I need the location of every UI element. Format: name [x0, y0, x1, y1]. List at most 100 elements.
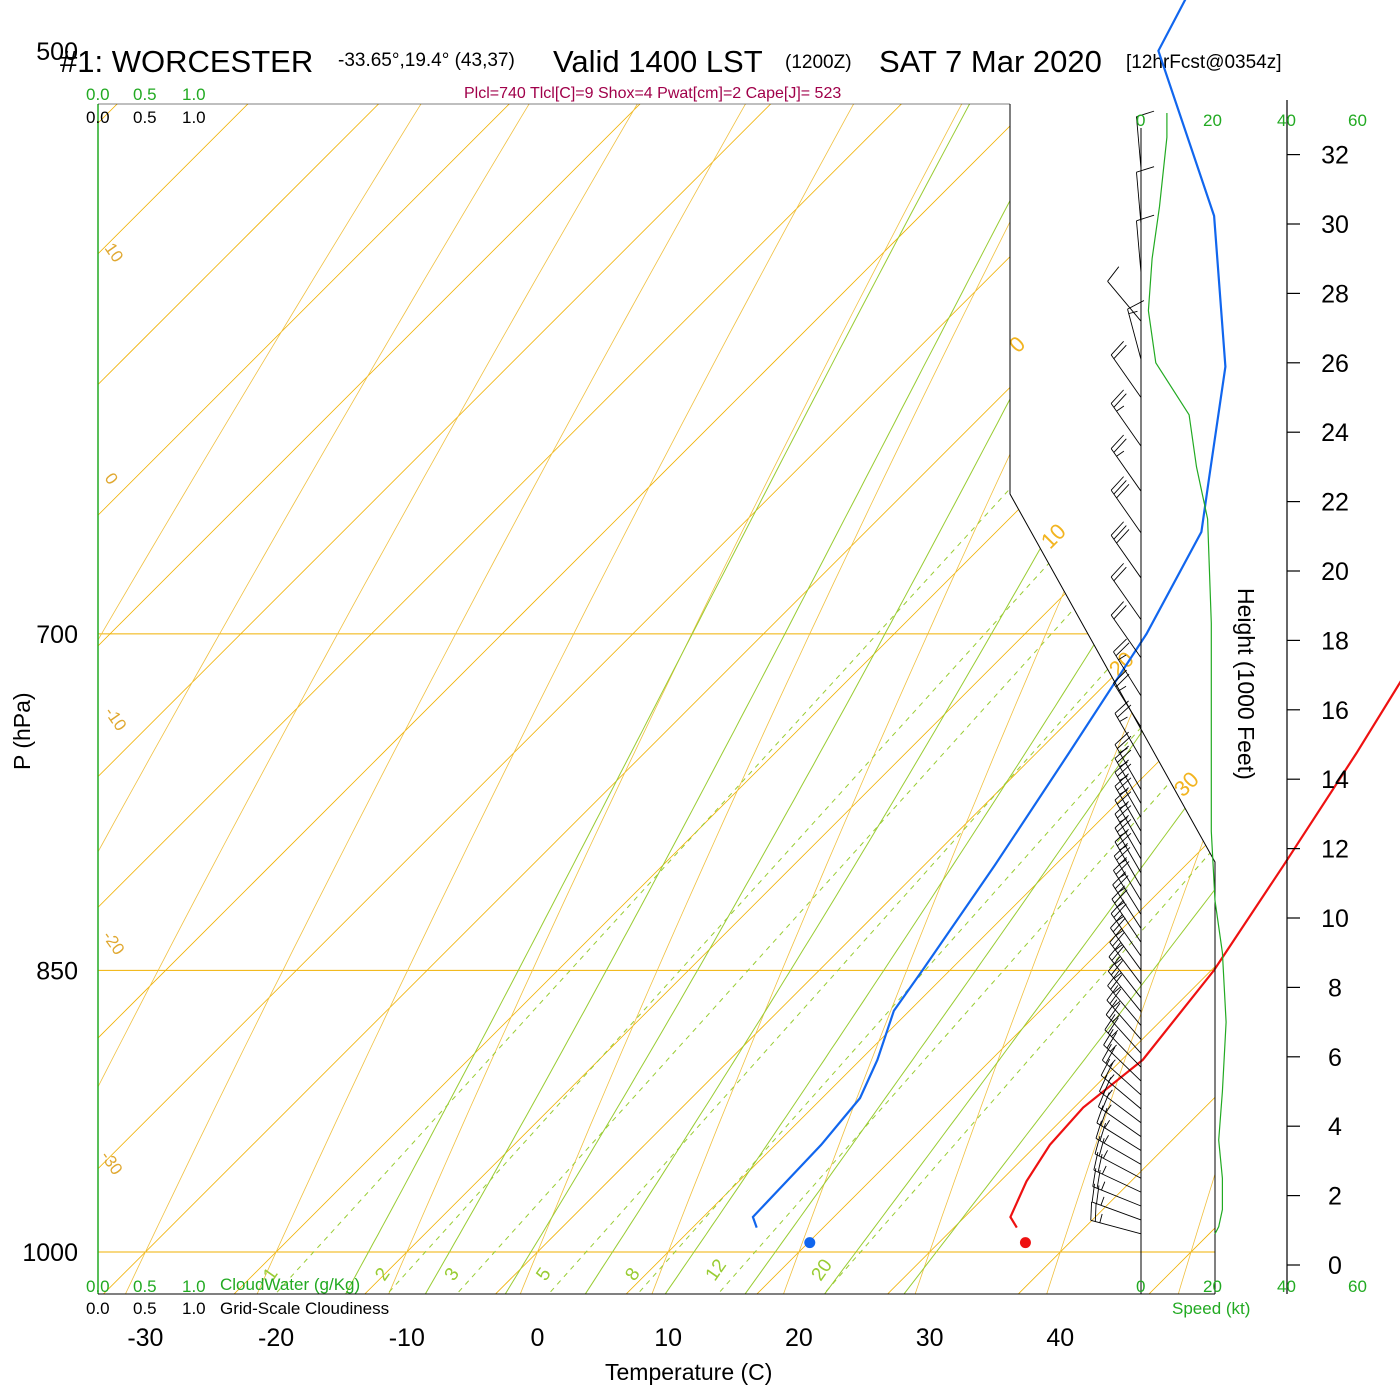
speed-tick-top-3: 60: [1348, 111, 1367, 130]
isotherm-line: [98, 104, 1215, 1294]
height-tick-label: 0: [1328, 1252, 1342, 1280]
wind-barb-half-flag: [1108, 1059, 1116, 1067]
wind-barb: [1114, 731, 1142, 790]
wind-barb-flag: [1117, 832, 1132, 847]
pressure-tick-label: 700: [36, 621, 78, 649]
moist-adiabat-line: [478, 104, 1215, 1294]
valid-time: Valid 1400 LST: [553, 44, 763, 79]
wind-barb-flag: [1117, 704, 1132, 718]
wind-barb-half-flag: [1099, 1213, 1103, 1223]
wind-barb-staff: [1114, 785, 1142, 832]
wind-barb-staff: [1096, 1122, 1142, 1151]
wind-barb-half-flag: [1118, 654, 1127, 661]
wind-barb-flag: [1113, 438, 1127, 453]
wind-barb-flag: [1100, 1058, 1111, 1076]
temperature-tick-label: 40: [1046, 1324, 1074, 1352]
wind-barb-flag: [1099, 1122, 1106, 1141]
wind-barb-half-flag: [1119, 761, 1128, 767]
temperature-trace: [1009, 680, 1400, 1229]
wind-barb-flag: [1113, 669, 1127, 684]
wind-barb-half-flag: [1110, 1044, 1117, 1052]
wind-barb-staff: [1114, 758, 1142, 804]
wind-barb: [1096, 1105, 1142, 1151]
wind-barb-staff: [1107, 281, 1142, 322]
height-tick-label: 18: [1321, 627, 1349, 655]
valid-date: SAT 7 Mar 2020: [879, 44, 1102, 79]
wind-barb-staff: [1109, 942, 1142, 985]
cloudiness-label: Grid-Scale Cloudiness: [220, 1299, 389, 1318]
temperature-tick-label: 20: [785, 1324, 813, 1352]
wind-barb: [1114, 759, 1142, 818]
sounding-indices: Plcl=740 Tlcl[C]=9 Shox=4 Pwat[cm]=2 Cap…: [464, 85, 841, 102]
wind-barb-half-flag: [1115, 929, 1124, 936]
wind-barb-flag: [1114, 787, 1129, 801]
dewpoint-trace: [751, 0, 1227, 1228]
isotherm-line: [583, 104, 1215, 1294]
isotherm-line: [98, 104, 1215, 1294]
height-tick-label: 22: [1321, 489, 1349, 517]
isotherm-line: [1237, 0, 1400, 1337]
surface-dewpoint-dot: [804, 1237, 816, 1249]
wind-barb-flag: [1110, 563, 1124, 578]
wind-barb-flag: [1096, 1105, 1104, 1124]
height-tick-label: 2: [1328, 1183, 1342, 1211]
wind-barb-staff: [1110, 403, 1142, 447]
dry-adiabat-line: [105, 104, 1215, 1294]
wind-barb-half-flag: [1119, 844, 1128, 851]
wind-barb-flag: [1114, 745, 1129, 759]
wind-barb-staff: [1092, 1186, 1142, 1207]
isotherm-line: [452, 104, 1215, 1294]
wind-barb-flag: [1113, 605, 1127, 620]
speed-tick-top-2: 40: [1277, 111, 1296, 130]
wind-barb-staff: [1113, 682, 1142, 728]
wind-barb-flag: [1094, 1135, 1101, 1154]
dry-adiabat-line: [237, 104, 1215, 1294]
wind-barb-staff: [1114, 799, 1142, 846]
wind-barb-flag: [1117, 777, 1132, 791]
mixing-ratio-label: 5: [532, 1264, 555, 1285]
wind-barb-flag: [1114, 828, 1129, 843]
wind-barb-staff: [1114, 813, 1142, 860]
wind-barb-flag: [1105, 1047, 1116, 1064]
wind-barb-staff: [1114, 827, 1142, 874]
wind-barb-flag: [1098, 1138, 1105, 1157]
wind-barb-flag: [1113, 480, 1127, 495]
wind-barb-half-flag: [1116, 915, 1125, 922]
dry-adiabat-line: [98, 104, 1215, 1294]
wind-barb-flag: [1115, 673, 1130, 688]
height-tick-label: 8: [1328, 974, 1342, 1002]
height-tick-label: 12: [1321, 836, 1349, 864]
wind-barb: [1094, 1135, 1142, 1179]
speed-profile-line: [1147, 113, 1227, 1235]
wind-barb-staff: [1114, 841, 1142, 887]
wind-barb-flag: [1115, 861, 1130, 875]
wind-barb-half-flag: [1116, 450, 1125, 457]
dry-adiabat-line: [767, 104, 1215, 1294]
wind-column: [1090, 110, 1227, 1294]
wind-barb-flag: [1116, 529, 1130, 544]
height-axis-label: Height (1000 Feet): [1233, 588, 1259, 780]
plot-frame: [97, 103, 1216, 1295]
wind-barb-staff: [1094, 1153, 1142, 1179]
wind-barb-half-flag: [1119, 789, 1128, 795]
isotherm-line: [98, 104, 1215, 1294]
wind-barb-flag: [1114, 731, 1129, 745]
wind-barb-flag: [1107, 266, 1120, 282]
wind-barb-flag: [1117, 763, 1132, 777]
wind-barb-flag: [1113, 843, 1128, 857]
moist-adiabat-line: [713, 104, 1215, 1294]
frame-right-edge: [1009, 104, 1216, 1294]
wind-barb-half-flag: [1101, 1181, 1106, 1191]
wind-barb-flag: [1090, 1201, 1093, 1221]
wind-barb-flag: [1116, 847, 1131, 861]
dry-adiabat-label: 0: [101, 469, 122, 488]
wind-barb-staff: [1107, 970, 1142, 1012]
wind-barb: [1107, 970, 1142, 1026]
wind-barb-staff: [1100, 1075, 1142, 1110]
speed-tick-top-0: 0: [1136, 111, 1145, 130]
speed-tick-bot-0: 0: [1136, 1277, 1145, 1296]
wind-barb-staff: [1110, 354, 1142, 398]
wind-barb: [1110, 340, 1142, 398]
dry-adiabat-line: [1298, 0, 1400, 1337]
